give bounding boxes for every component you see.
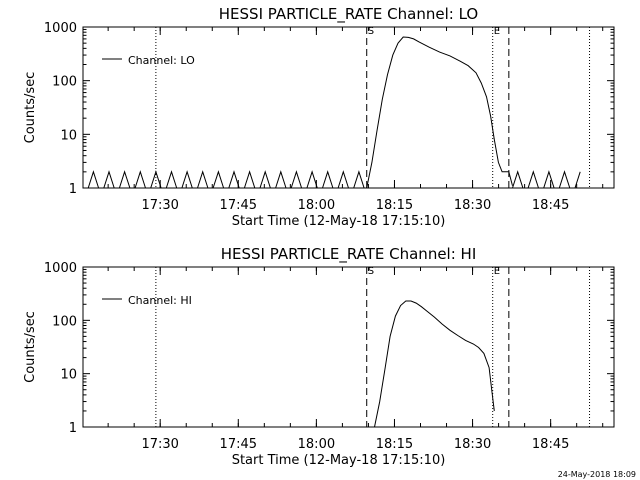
plot-frame xyxy=(82,26,615,189)
marker-label: E xyxy=(494,266,500,277)
series-noise xyxy=(83,170,365,189)
y-tick-label: 100 xyxy=(52,75,77,90)
y-axis-label: Counts/sec xyxy=(23,72,38,144)
x-tick-label: 18:15 xyxy=(376,437,413,452)
chart-panel-1: HESSI PARTICLE_RATE Channel: LO 1 10 100 100… xyxy=(23,5,615,229)
x-tick-label: 17:30 xyxy=(141,437,178,452)
x-tick-label: 18:00 xyxy=(298,437,335,452)
y-tick-label: 10 xyxy=(60,128,77,143)
x-axis-label: Start Time (12-May-18 17:15:10) xyxy=(232,453,446,468)
chart-title: HESSI PARTICLE_RATE Channel: HI xyxy=(221,245,477,264)
legend-label: Channel: HI xyxy=(128,294,192,307)
y-axis-label: Counts/sec xyxy=(23,311,38,383)
chart-title: HESSI PARTICLE_RATE Channel: LO xyxy=(219,5,478,24)
y-tick-label: 1000 xyxy=(44,21,77,36)
plot-frame xyxy=(82,266,615,428)
y-tick-label: 10 xyxy=(60,368,77,383)
plot-timestamp: 24-May-2018 18:09 xyxy=(557,470,636,479)
marker-label: E xyxy=(494,26,500,37)
x-tick-label: 17:45 xyxy=(220,198,257,213)
y-tick-label: 1000 xyxy=(44,261,77,276)
y-tick-label: 1 xyxy=(69,182,77,197)
y-tick-label: 100 xyxy=(52,314,77,329)
chart-panel-2: HESSI PARTICLE_RATE Channel: HI 1 10 100 100… xyxy=(23,245,615,468)
series-line xyxy=(374,300,495,428)
x-tick-label: 18:30 xyxy=(454,437,491,452)
x-tick-label: 17:45 xyxy=(220,437,257,452)
x-tick-label: 18:45 xyxy=(532,437,569,452)
x-tick-label: 18:30 xyxy=(454,198,491,213)
x-axis-label: Start Time (12-May-18 17:15:10) xyxy=(232,214,446,229)
marker-label: S xyxy=(368,266,374,277)
x-tick-label: 17:30 xyxy=(141,198,178,213)
y-tick-label: 1 xyxy=(69,421,77,436)
series-noise xyxy=(512,170,581,189)
x-tick-label: 18:45 xyxy=(532,198,569,213)
x-tick-label: 18:00 xyxy=(298,198,335,213)
legend-label: Channel: LO xyxy=(128,54,195,67)
x-tick-label: 18:15 xyxy=(376,198,413,213)
marker-label: S xyxy=(368,26,374,37)
series-line xyxy=(366,36,513,189)
